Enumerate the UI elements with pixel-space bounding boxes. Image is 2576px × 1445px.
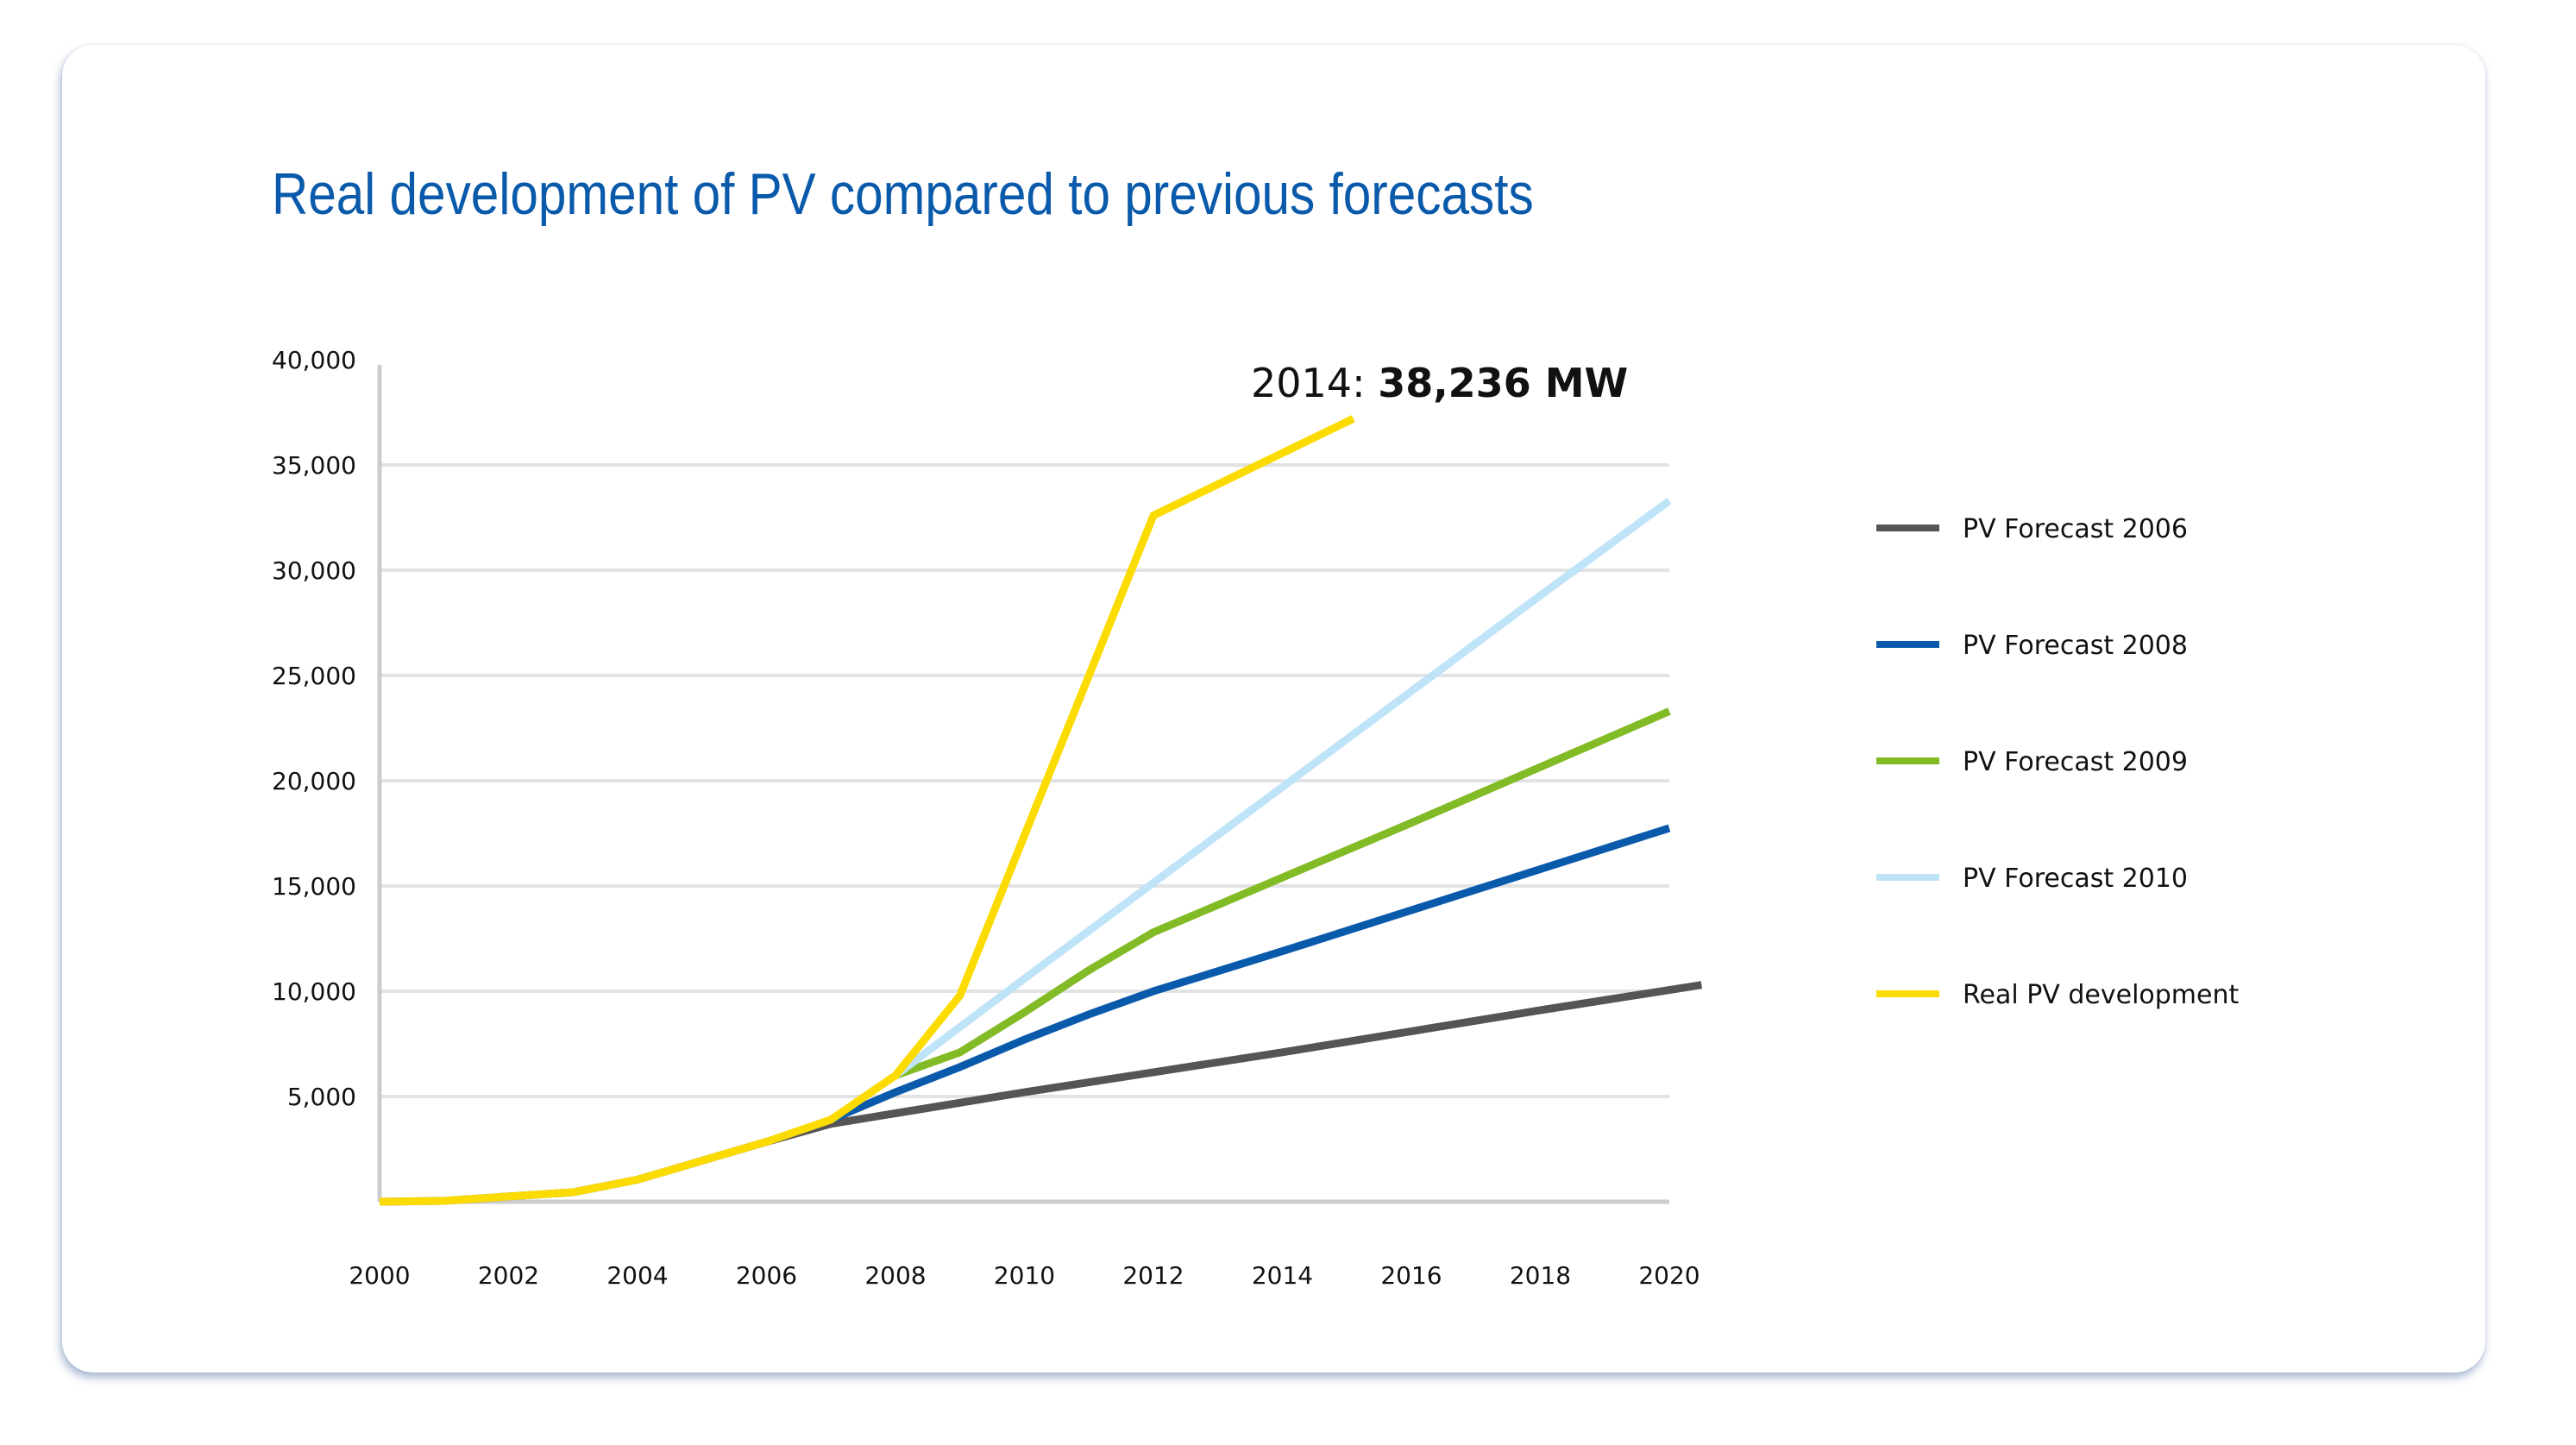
legend-label: PV Forecast 2009: [1963, 747, 2188, 777]
y-tick-labels: 5,000 10,000 15,000 20,000 25,000 30,000 35,00…: [272, 346, 356, 1111]
x-tick-label: 2018: [1510, 1261, 1571, 1290]
legend-item: PV Forecast 2006: [1876, 514, 2188, 544]
x-tick-label: 2012: [1122, 1261, 1184, 1290]
legend-label: PV Forecast 2006: [1963, 514, 2188, 544]
annotation-value: 38,236 MW: [1378, 360, 1628, 406]
y-tick-label: 10,000: [272, 977, 356, 1006]
series-line-pv-forecast-2009: [894, 707, 1671, 1079]
chart-title: Real development of PV compared to previ…: [272, 161, 1534, 227]
legend-item: PV Forecast 2010: [1876, 864, 2188, 894]
y-tick-label: 5,000: [287, 1083, 356, 1111]
x-tick-label: 2016: [1380, 1261, 1442, 1290]
x-tick-label: 2004: [606, 1261, 668, 1290]
x-tick-label: 2002: [478, 1261, 539, 1290]
x-tick-labels: 2000 2002 2004 2006 2008 2010 2012 2014 2016 2018…: [349, 1261, 1700, 1290]
legend-item: PV Forecast 2009: [1876, 747, 2188, 777]
x-tick-label: 2000: [349, 1261, 410, 1290]
legend-label: PV Forecast 2008: [1963, 631, 2188, 661]
y-tick-label: 15,000: [272, 872, 356, 901]
series-line-pv-forecast-2008: [829, 824, 1671, 1123]
y-tick-label: 30,000: [272, 556, 356, 585]
legend-label: Real PV development: [1963, 980, 2239, 1010]
annotation-year: 2014:: [1251, 360, 1378, 406]
gridlines: [380, 463, 1669, 1098]
legend-item: Real PV development: [1876, 980, 2239, 1010]
annotation-label: 2014: 38,236 MW: [1251, 360, 1628, 406]
y-tick-label: 40,000: [272, 346, 356, 374]
x-tick-label: 2008: [864, 1261, 926, 1290]
y-tick-label: 25,000: [272, 662, 356, 690]
legend-label: PV Forecast 2010: [1963, 864, 2188, 894]
chart-card: [62, 45, 2485, 1373]
x-tick-label: 2006: [736, 1261, 797, 1290]
x-tick-label: 2014: [1252, 1261, 1313, 1290]
series-line-pv-forecast-2010: [893, 497, 1672, 1079]
series-line-real-pv-development: [379, 415, 1355, 1206]
series-line-pv-forecast-2006: [379, 981, 1703, 1206]
axes: [377, 365, 1669, 1204]
legend: PV Forecast 2006 PV Forecast 2008 PV Forec…: [1876, 514, 2239, 1010]
series-lines: [379, 415, 1703, 1206]
x-tick-label: 2010: [994, 1261, 1055, 1290]
x-tick-label: 2020: [1638, 1261, 1700, 1290]
y-tick-label: 35,000: [272, 451, 356, 480]
y-tick-label: 20,000: [272, 767, 356, 795]
legend-item: PV Forecast 2008: [1876, 631, 2188, 661]
